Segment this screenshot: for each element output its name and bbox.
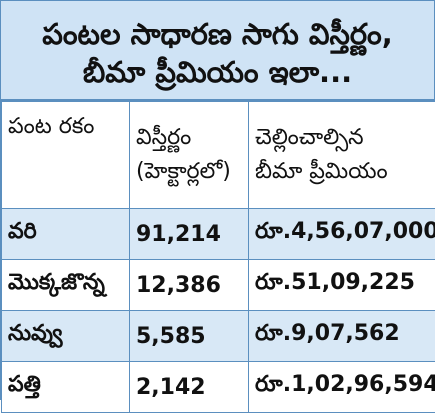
title-line-1: పంటల సాధారణ సాగు విస్తీర్ణం, <box>11 15 424 53</box>
header-area-line-1: విస్తీర్ణం <box>136 121 242 155</box>
crop-cell: నువ్వు <box>2 311 130 362</box>
table-header-row: పంట రకం విస్తీర్ణం (హెక్టార్లలో) చెల్లిం… <box>2 102 435 209</box>
header-area: విస్తీర్ణం (హెక్టార్లలో) <box>130 102 249 209</box>
table-row: వరి 91,214 రూ.4,56,07,000 <box>2 209 435 260</box>
title-line-2: బీమా ప్రీమియం ఇలా... <box>11 53 424 91</box>
table-row: మొక్కజొన్న 12,386 రూ.51,09,225 <box>2 260 435 311</box>
crop-cell: పత్తి <box>2 362 130 413</box>
header-area-line-2: (హెక్టార్లలో) <box>136 155 242 189</box>
header-premium-line-1: చెల్లించాల్సిన <box>255 121 430 155</box>
info-card: పంటల సాధారణ సాగు విస్తీర్ణం, బీమా ప్రీమి… <box>0 0 435 400</box>
crop-insurance-table: పంట రకం విస్తీర్ణం (హెక్టార్లలో) చెల్లిం… <box>1 101 435 413</box>
area-cell: 2,142 <box>130 362 249 413</box>
title-box: పంటల సాధారణ సాగు విస్తీర్ణం, బీమా ప్రీమి… <box>1 1 434 101</box>
premium-cell: రూ.1,02,96,594 <box>249 362 435 413</box>
header-premium-line-2: బీమా ప్రీమియం <box>255 155 430 189</box>
premium-cell: రూ.51,09,225 <box>249 260 435 311</box>
area-cell: 5,585 <box>130 311 249 362</box>
area-cell: 12,386 <box>130 260 249 311</box>
header-crop: పంట రకం <box>2 102 130 209</box>
header-premium: చెల్లించాల్సిన బీమా ప్రీమియం <box>249 102 435 209</box>
header-crop-label: పంట రకం <box>8 114 94 139</box>
crop-cell: వరి <box>2 209 130 260</box>
crop-cell: మొక్కజొన్న <box>2 260 130 311</box>
premium-cell: రూ.4,56,07,000 <box>249 209 435 260</box>
area-cell: 91,214 <box>130 209 249 260</box>
premium-cell: రూ.9,07,562 <box>249 311 435 362</box>
table-row: పత్తి 2,142 రూ.1,02,96,594 <box>2 362 435 413</box>
table-row: నువ్వు 5,585 రూ.9,07,562 <box>2 311 435 362</box>
